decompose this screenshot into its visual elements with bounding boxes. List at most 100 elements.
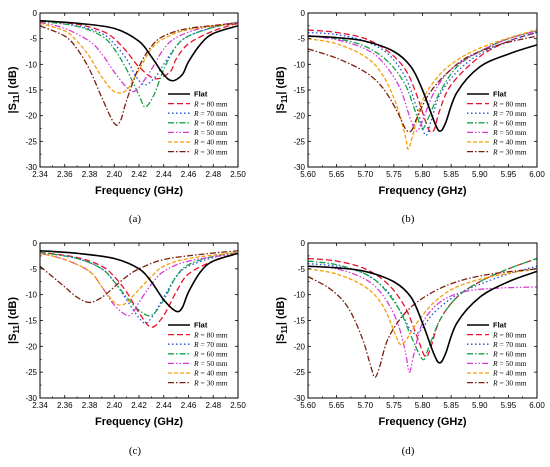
legend-entry: R = 30 mm: [492, 378, 527, 387]
series-line-flat: [40, 249, 238, 313]
x-axis-label: Frequency (GHz): [378, 416, 466, 428]
x-tick-label: 2.46: [181, 401, 197, 410]
x-tick-label: 2.50: [230, 170, 246, 179]
x-tick-label: 5.75: [386, 170, 402, 179]
legend-entry: R = 60 mm: [193, 119, 228, 128]
legend-entry: R = 70 mm: [193, 109, 228, 118]
x-tick-label: 5.75: [386, 401, 402, 410]
legend-entry: R = 70 mm: [492, 340, 527, 349]
panel-a: 2.34 2.36 2.38 2.40 2.42 2.44 2.46 2.48 2.50 0 -5 -…: [7, 9, 246, 225]
panel-caption: (d): [402, 445, 415, 457]
series-line-R-30-mm: [308, 268, 537, 378]
x-tick-label: 2.50: [230, 401, 246, 410]
series-line-R-70-mm: [40, 251, 238, 324]
x-tick-label: 5.70: [357, 401, 373, 410]
y-tick-label: -15: [25, 317, 37, 326]
y-tick-label: 0: [301, 239, 306, 248]
y-tick-label: 0: [33, 9, 38, 18]
x-tick-label: 5.85: [443, 170, 459, 179]
x-tick-label: 2.44: [156, 401, 172, 410]
series-line-R-70-mm: [308, 31, 537, 137]
series-line-R-50-mm: [308, 265, 537, 373]
x-tick-label: 2.40: [106, 170, 122, 179]
y-tick-label: -10: [293, 291, 305, 300]
series-line-R-30-mm: [308, 35, 537, 133]
panel-c: 2.34 2.36 2.38 2.40 2.42 2.44 2.46 2.48 2.50 0 -5 -…: [7, 239, 246, 457]
x-tick-label: 5.80: [415, 170, 431, 179]
panel-caption: (a): [129, 213, 142, 225]
legend-entry: R = 60 mm: [492, 119, 527, 128]
x-tick-label: 2.36: [57, 170, 73, 179]
plot-area: [308, 257, 537, 378]
legend-entry: R = 70 mm: [492, 109, 527, 118]
legend-entry: Flat: [493, 321, 507, 330]
y-tick-label: -20: [293, 342, 305, 351]
y-axis-label: |S11| (dB): [7, 66, 21, 113]
y-tick-label: -25: [293, 137, 305, 146]
series-line-R-50-mm: [308, 30, 537, 132]
x-tick-label: 2.48: [205, 401, 221, 410]
x-axis-label: Frequency (GHz): [378, 185, 466, 197]
series-line-R-40-mm: [40, 22, 238, 94]
x-tick-label: 5.95: [501, 170, 517, 179]
legend-entry: Flat: [194, 321, 208, 330]
y-tick-label: -15: [293, 86, 305, 95]
x-tick-label: 5.90: [472, 170, 488, 179]
x-tick-label: 2.34: [32, 170, 48, 179]
y-tick-label: -20: [293, 112, 305, 121]
series-line-R-80-mm: [308, 29, 537, 134]
y-tick-label: -10: [293, 60, 305, 69]
legend-entry: R = 80 mm: [492, 99, 527, 108]
x-tick-label: 5.60: [300, 170, 316, 179]
legend-entry: R = 50 mm: [492, 128, 527, 137]
x-tick-label: 2.38: [82, 170, 98, 179]
legend-entry: R = 30 mm: [193, 378, 228, 387]
legend-entry: Flat: [194, 90, 208, 99]
y-tick-label: -15: [25, 86, 37, 95]
x-tick-label: 2.44: [156, 170, 172, 179]
x-axis-label: Frequency (GHz): [95, 185, 183, 197]
x-tick-label: 6.00: [529, 401, 545, 410]
legend-entry: R = 80 mm: [193, 99, 228, 108]
series-line-R-60-mm: [308, 257, 537, 361]
x-tick-label: 2.36: [57, 401, 73, 410]
series-line-R-30-mm: [40, 250, 238, 304]
x-tick-label: 6.00: [529, 170, 545, 179]
series-line-R-60-mm: [40, 20, 238, 108]
series-line-R-80-mm: [40, 251, 238, 328]
legend-entry: R = 40 mm: [492, 369, 527, 378]
series-line-R-50-mm: [40, 21, 238, 93]
y-tick-label: -30: [25, 394, 37, 403]
plot-area: [40, 19, 238, 126]
x-tick-label: 2.48: [205, 170, 221, 179]
legend-entry: R = 80 mm: [193, 330, 228, 339]
y-tick-label: -10: [25, 291, 37, 300]
series-line-flat: [308, 35, 537, 132]
x-tick-label: 5.60: [300, 401, 316, 410]
series-line-R-60-mm: [308, 30, 537, 130]
legend-entry: R = 50 mm: [492, 359, 527, 368]
legend-entry: R = 40 mm: [193, 138, 228, 147]
y-tick-label: -30: [25, 163, 37, 172]
x-tick-label: 5.85: [443, 401, 459, 410]
series-line-R-40-mm: [308, 28, 537, 150]
legend-entry: R = 80 mm: [492, 330, 527, 339]
y-axis-label: |S11| (dB): [275, 66, 289, 113]
x-tick-label: 2.34: [32, 401, 48, 410]
panel-caption: (c): [129, 445, 142, 457]
legend-entry: R = 30 mm: [492, 147, 527, 156]
legend-entry: R = 40 mm: [193, 369, 228, 378]
x-axis-label: Frequency (GHz): [95, 416, 183, 428]
x-tick-label: 2.40: [106, 401, 122, 410]
y-tick-label: -10: [25, 60, 37, 69]
legend-entry: R = 60 mm: [193, 350, 228, 359]
y-tick-label: -25: [25, 368, 37, 377]
x-tick-label: 2.42: [131, 401, 147, 410]
y-tick-label: -5: [298, 35, 306, 44]
legend-entry: R = 50 mm: [193, 128, 228, 137]
